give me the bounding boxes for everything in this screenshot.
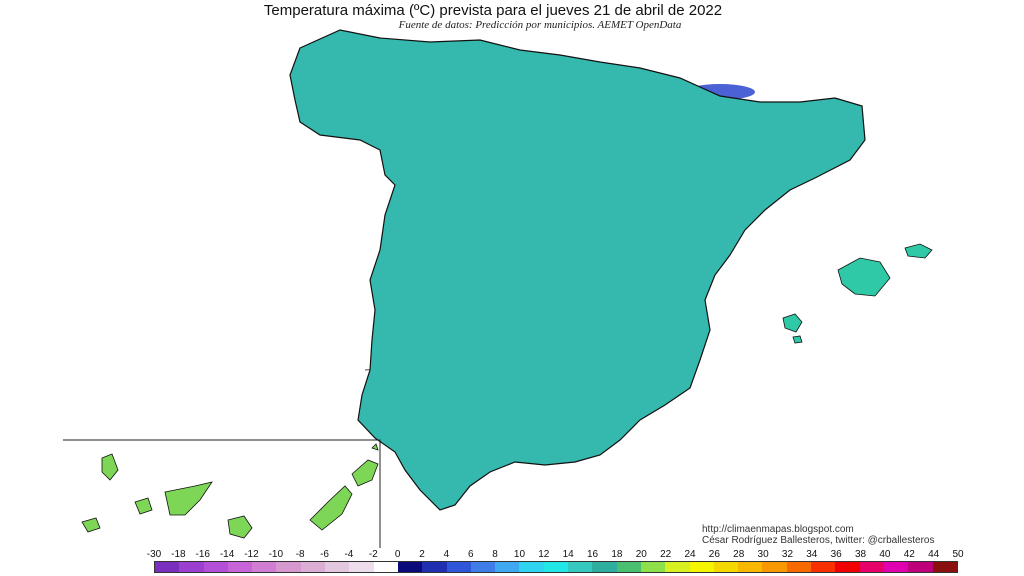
legend-swatch bbox=[568, 562, 593, 572]
legend-label: -18 bbox=[171, 549, 186, 560]
legend-swatch bbox=[325, 562, 350, 572]
legend-swatch bbox=[543, 562, 569, 572]
legend-swatch bbox=[786, 562, 812, 572]
credits-url: http://climaenmapas.blogspot.com bbox=[702, 524, 854, 535]
legend-label: 50 bbox=[952, 549, 964, 560]
legend-label: 6 bbox=[467, 549, 474, 560]
canary-islands bbox=[81, 443, 379, 539]
legend-swatch bbox=[179, 562, 204, 572]
legend-swatch bbox=[883, 562, 909, 572]
legend-swatch bbox=[713, 562, 739, 572]
legend-label: 32 bbox=[781, 549, 794, 560]
legend-label: 28 bbox=[733, 549, 745, 560]
legend-label: -2 bbox=[368, 549, 378, 560]
legend-label: 4 bbox=[443, 549, 450, 560]
legend-label: 24 bbox=[684, 549, 696, 560]
legend-swatch bbox=[203, 562, 228, 572]
legend-label: 36 bbox=[830, 549, 842, 560]
formentera bbox=[792, 335, 803, 344]
legend-swatch bbox=[689, 562, 714, 572]
credits-author: César Rodríguez Ballesteros, twitter: @c… bbox=[702, 535, 935, 546]
legend-label: 40 bbox=[879, 549, 891, 560]
legend-swatch bbox=[495, 562, 520, 572]
ibiza bbox=[782, 313, 803, 333]
map-credits: http://climaenmapas.blogspot.com César R… bbox=[702, 524, 934, 546]
legend-label: -8 bbox=[295, 549, 305, 560]
legend-swatch bbox=[762, 562, 787, 572]
legend-label: 8 bbox=[492, 549, 498, 560]
legend-swatch bbox=[446, 562, 471, 572]
legend-swatch bbox=[665, 562, 690, 572]
legend-label: 12 bbox=[538, 549, 550, 560]
legend-swatch bbox=[908, 562, 933, 572]
legend-swatch bbox=[811, 562, 836, 572]
legend-swatch bbox=[835, 562, 860, 572]
legend-swatch bbox=[859, 562, 884, 572]
legend-label: 10 bbox=[513, 549, 526, 560]
legend-label: 20 bbox=[635, 549, 647, 560]
legend-swatch bbox=[932, 562, 957, 572]
legend-swatch bbox=[640, 562, 666, 572]
legend-swatch bbox=[155, 562, 180, 572]
legend-label: 44 bbox=[928, 549, 940, 560]
legend-swatch bbox=[227, 562, 253, 572]
legend-swatch bbox=[616, 562, 641, 572]
legend-swatch bbox=[738, 562, 763, 572]
legend-swatch bbox=[519, 562, 544, 572]
legend-swatch bbox=[470, 562, 496, 572]
legend-label: 16 bbox=[586, 549, 599, 560]
legend-swatch bbox=[276, 562, 301, 572]
legend-labels: -30 -18 -16 -14 -12 -10 -8 -6 -4 -2 0 2 4 6 8 10 12 14 16 1… bbox=[140, 549, 970, 561]
legend-label: 0 bbox=[394, 549, 401, 560]
canary-inset-frame bbox=[63, 439, 381, 548]
legend-swatch bbox=[252, 562, 277, 572]
legend-label: -14 bbox=[219, 549, 235, 560]
legend-swatch bbox=[349, 562, 374, 572]
color-legend bbox=[154, 561, 958, 573]
legend-label: 2 bbox=[419, 549, 425, 560]
legend-swatch bbox=[592, 562, 617, 572]
map-title: Temperatura máxima (ºC) prevista para el… bbox=[263, 2, 723, 19]
legend-swatch bbox=[422, 562, 447, 572]
legend-label: 30 bbox=[757, 549, 769, 560]
legend-label: -6 bbox=[320, 549, 329, 560]
legend-label: -12 bbox=[244, 549, 259, 560]
legend-label: 42 bbox=[903, 549, 915, 560]
legend-label: -10 bbox=[268, 549, 284, 560]
legend-label: 38 bbox=[854, 549, 867, 560]
menorca bbox=[904, 243, 933, 259]
legend-label: -30 bbox=[146, 549, 162, 560]
data-source-note: Fuente de datos: Predicción por municipi… bbox=[398, 19, 682, 31]
legend-label: 22 bbox=[660, 549, 672, 560]
legend-label: -4 bbox=[344, 549, 354, 560]
legend-label: 26 bbox=[708, 549, 720, 560]
legend-label: 34 bbox=[806, 549, 818, 560]
legend-label: -16 bbox=[195, 549, 210, 560]
legend-swatch bbox=[300, 562, 326, 572]
legend-swatch bbox=[373, 562, 398, 572]
mallorca bbox=[837, 257, 891, 297]
legend-swatch bbox=[397, 562, 423, 572]
legend-label: 14 bbox=[562, 549, 574, 560]
legend-label: 18 bbox=[611, 549, 623, 560]
